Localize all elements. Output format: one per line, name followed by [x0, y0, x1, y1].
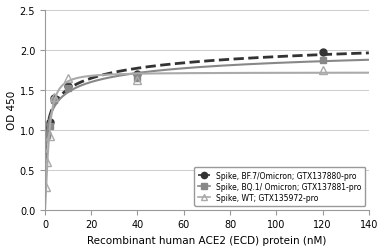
Legend: Spike, BF.7/Omicron; GTX137880-pro, Spike, BQ.1/ Omicron; GTX137881-pro, Spike, : Spike, BF.7/Omicron; GTX137880-pro, Spik… [194, 167, 365, 206]
X-axis label: Recombinant human ACE2 (ECD) protein (nM): Recombinant human ACE2 (ECD) protein (nM… [87, 235, 326, 245]
Y-axis label: OD 450: OD 450 [7, 91, 17, 130]
